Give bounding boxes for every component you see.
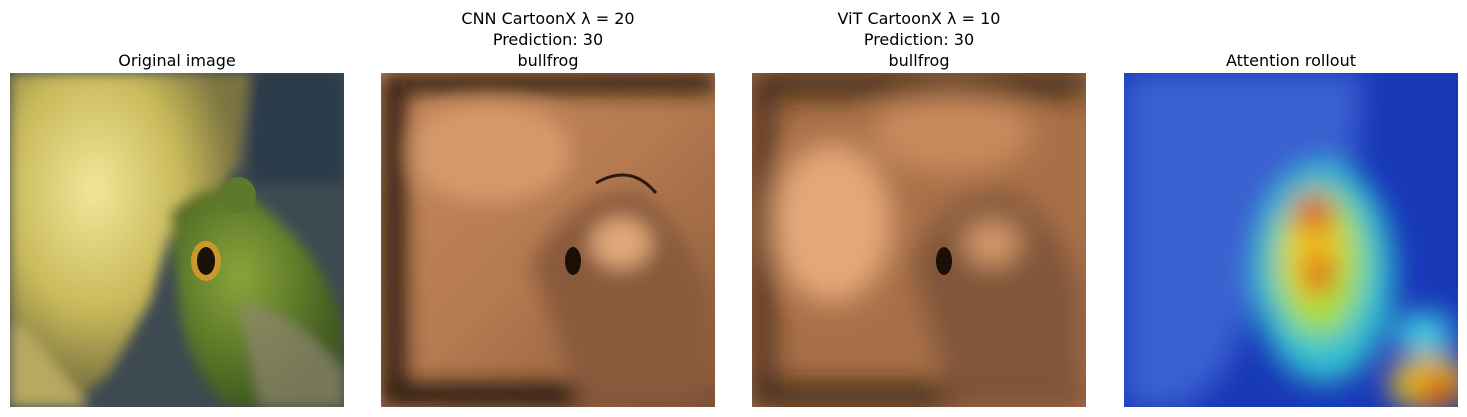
- panel-title: Attention rollout: [1094, 50, 1467, 71]
- title-line: Attention rollout: [1225, 51, 1357, 70]
- title-line: Original image: [118, 51, 236, 70]
- panel: CNN CartoonX λ = 20 Prediction: 30 bullfro…: [381, 0, 715, 417]
- original-image: [10, 73, 344, 407]
- panel: ViT CartoonX λ = 10 Prediction: 30 bullfro…: [752, 0, 1086, 417]
- panel: Attention rollout: [1124, 0, 1458, 417]
- panel-title: CNN CartoonX λ = 20 Prediction: 30 bullfro…: [351, 8, 745, 71]
- title-line: bullfrog: [888, 51, 950, 70]
- panel-title: Original image: [0, 50, 374, 71]
- title-line: Prediction: 30: [492, 30, 604, 49]
- vit-cartoonx-image: [752, 73, 1086, 407]
- title-line: CNN CartoonX λ = 20: [461, 9, 635, 28]
- panel: Original image: [10, 0, 344, 417]
- title-line: Prediction: 30: [863, 30, 975, 49]
- title-line: bullfrog: [517, 51, 579, 70]
- title-line: ViT CartoonX λ = 10: [837, 9, 1001, 28]
- attention-rollout-image: [1124, 73, 1458, 407]
- cnn-cartoonx-image: [381, 73, 715, 407]
- panel-title: ViT CartoonX λ = 10 Prediction: 30 bullfro…: [722, 8, 1116, 71]
